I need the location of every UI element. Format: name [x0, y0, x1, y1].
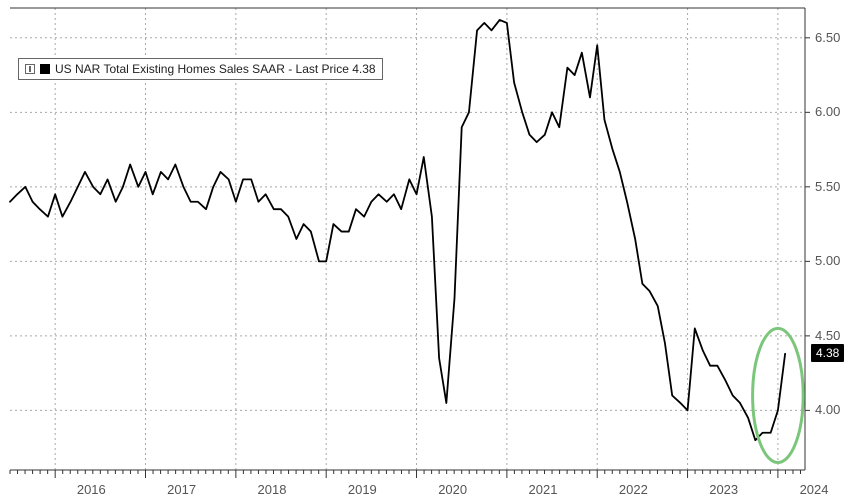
- y-tick-label: 6.50: [815, 30, 840, 45]
- chart-container: US NAR Total Existing Homes Sales SAAR -…: [0, 0, 848, 503]
- chart-legend[interactable]: US NAR Total Existing Homes Sales SAAR -…: [18, 58, 383, 80]
- x-tick-label: 2018: [258, 482, 287, 497]
- x-tick-label: 2016: [77, 482, 106, 497]
- x-tick-label: 2019: [348, 482, 377, 497]
- legend-swatch: [40, 64, 50, 74]
- last-value-text: 4.38: [816, 346, 839, 360]
- last-value-flag: 4.38: [811, 344, 844, 362]
- x-tick-label: 2024: [800, 482, 829, 497]
- y-tick-label: 4.00: [815, 402, 840, 417]
- y-tick-label: 6.00: [815, 104, 840, 119]
- x-tick-label: 2023: [709, 482, 738, 497]
- x-tick-label: 2022: [619, 482, 648, 497]
- y-tick-label: 4.50: [815, 328, 840, 343]
- x-tick-label: 2017: [167, 482, 196, 497]
- y-tick-label: 5.50: [815, 179, 840, 194]
- x-tick-label: 2021: [529, 482, 558, 497]
- legend-label: US NAR Total Existing Homes Sales SAAR -…: [55, 62, 376, 76]
- legend-toggle-icon[interactable]: [25, 64, 35, 74]
- x-tick-label: 2020: [438, 482, 467, 497]
- y-tick-label: 5.00: [815, 253, 840, 268]
